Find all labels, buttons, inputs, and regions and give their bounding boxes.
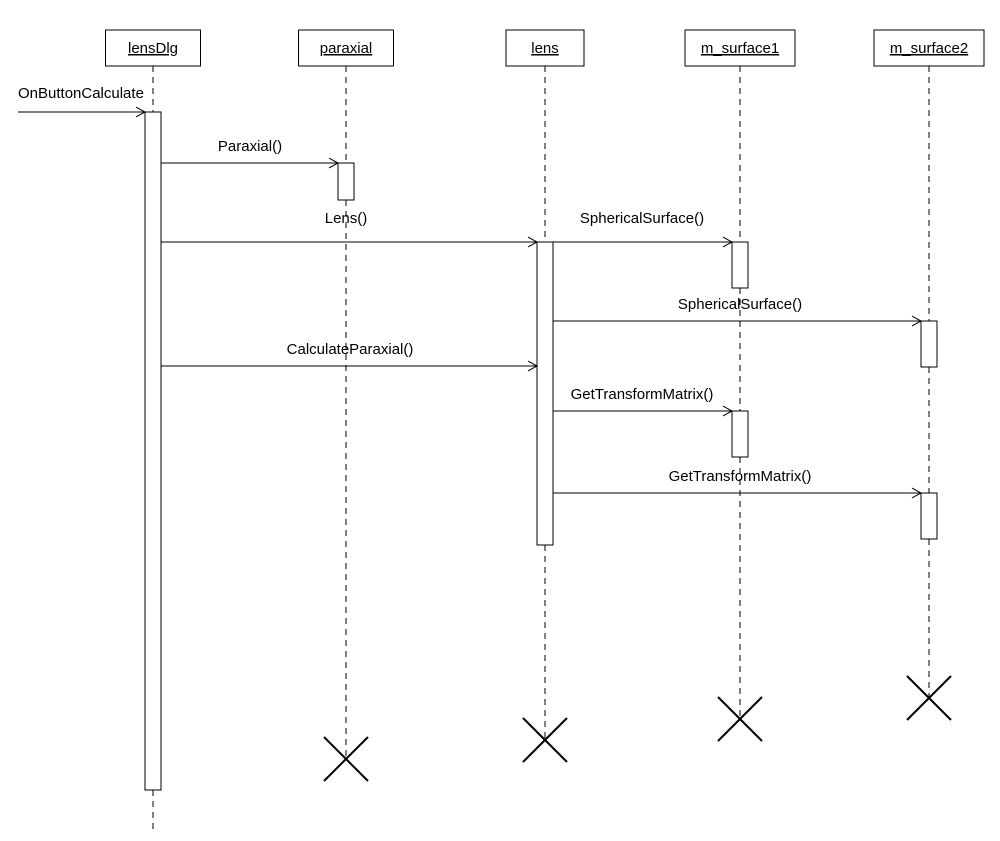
sequence-diagram: lensDlg paraxial lens m_surface1 m_surface2 O… <box>0 0 1000 841</box>
sequence-diagram-svg: lensDlg paraxial lens m_surface1 m_surface2 O… <box>0 0 1000 841</box>
lifeline-label-lensDlg: lensDlg <box>128 40 178 57</box>
lifeline-label-m_surface1: m_surface1 <box>701 40 779 57</box>
lifeline-label-m_surface2: m_surface2 <box>890 40 968 57</box>
activation-act-paraxial-1 <box>338 163 354 200</box>
message-label-msg-onbuttoncalc: OnButtonCalculate <box>18 85 144 102</box>
message-label-msg-paraxial: Paraxial() <box>218 138 282 155</box>
lifeline-label-lens: lens <box>531 40 559 57</box>
activation-act-lens-1 <box>537 242 553 545</box>
activation-act-surf2-1 <box>921 321 937 367</box>
lifeline-label-paraxial: paraxial <box>320 40 373 57</box>
activation-act-surf2-2 <box>921 493 937 539</box>
message-label-msg-calcparax: CalculateParaxial() <box>287 341 414 358</box>
message-label-msg-lens-lbl: Lens() <box>325 210 368 227</box>
activation-act-surf1-2 <box>732 411 748 457</box>
activation-act-lensDlg-main <box>145 112 161 790</box>
message-label-msg-spher2: SphericalSurface() <box>678 296 802 313</box>
message-label-msg-spher1: SphericalSurface() <box>580 210 704 227</box>
activation-act-surf1-1 <box>732 242 748 288</box>
message-label-msg-gtm1: GetTransformMatrix() <box>571 386 714 403</box>
message-label-msg-gtm2: GetTransformMatrix() <box>669 468 812 485</box>
